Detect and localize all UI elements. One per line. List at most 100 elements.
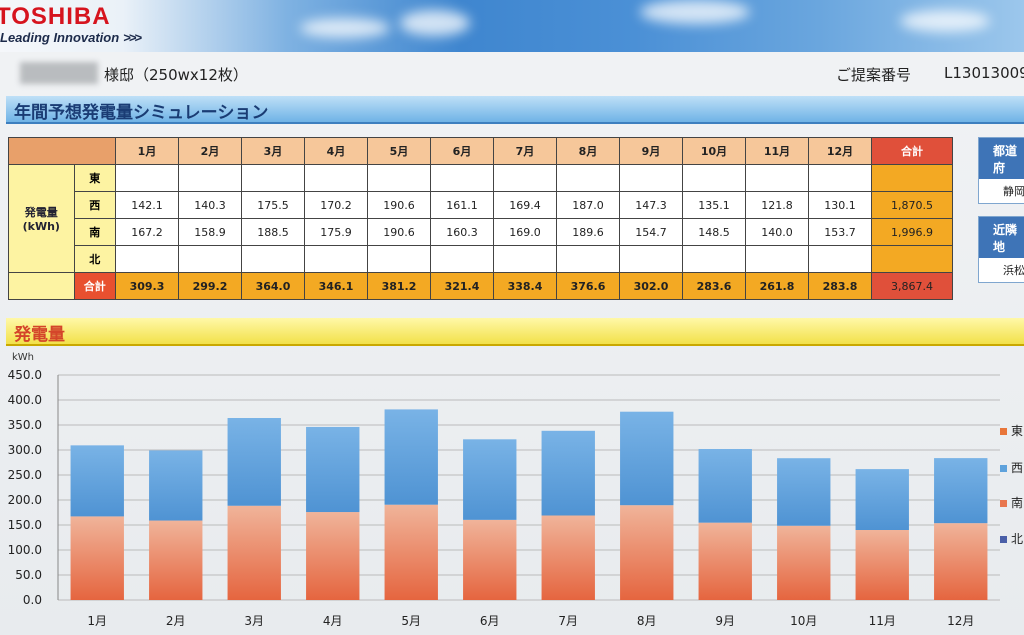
x-tick-label: 12月: [947, 614, 974, 628]
month-header: 3月: [241, 137, 305, 165]
bar-segment-west: [70, 445, 124, 517]
table-cell: [304, 164, 368, 192]
brand-logo: TOSHIBA: [0, 3, 111, 30]
cloud-decoration: [900, 10, 990, 32]
legend-item: 東: [1000, 422, 1023, 439]
table-row: 発電量 (kWh) 東: [8, 164, 953, 273]
y-tick-label: 450.0: [8, 368, 42, 382]
table-cell: 160.3: [430, 218, 494, 246]
bar-segment-south: [306, 512, 360, 600]
table-cell: [367, 164, 431, 192]
row-total: [871, 164, 953, 192]
table-cell: [682, 245, 746, 273]
sum-cell: 309.3: [115, 272, 179, 300]
bar-segment-south: [934, 523, 988, 600]
legend-item: 西: [1000, 459, 1023, 476]
table-cell: [808, 245, 872, 273]
generation-chart: 0.0 50.0 100.0 150.0 200.0 250.0 300.0 350.0 400…: [8, 352, 1000, 628]
table-cell: 190.6: [367, 191, 431, 219]
bar-segment-west: [306, 426, 360, 513]
direction-label: 東: [73, 164, 117, 192]
proposal-number-label: ご提案番号: [836, 66, 912, 84]
legend-label: 南: [1011, 496, 1024, 510]
table-cell: [682, 164, 746, 192]
bar-segment-south: [541, 515, 595, 600]
y-tick-label: 250.0: [8, 468, 42, 482]
total-header: 合計: [871, 137, 953, 165]
month-header: 6月: [430, 137, 494, 165]
legend-label: 西: [1011, 461, 1024, 475]
bar-segment-west: [227, 418, 281, 506]
table-cell: 158.9: [178, 218, 242, 246]
sum-cell: 321.4: [430, 272, 494, 300]
table-cell: 140.3: [178, 191, 242, 219]
table-cell: 154.7: [619, 218, 683, 246]
x-tick-label: 9月: [715, 614, 735, 628]
tagline-text: Leading Innovation: [0, 30, 120, 45]
x-tick-label: 4月: [323, 614, 343, 628]
table-cell: 147.3: [619, 191, 683, 219]
x-tick-label: 8月: [637, 614, 657, 628]
header-banner: TOSHIBA Leading Innovation >>>: [0, 0, 1024, 52]
table-cell: [493, 164, 557, 192]
row-unit-text: (kWh): [22, 220, 60, 233]
redacted-name: [20, 62, 98, 84]
table-cell: 169.0: [493, 218, 557, 246]
table-cell: [178, 164, 242, 192]
x-tick-label: 5月: [401, 614, 421, 628]
table-cell: 175.5: [241, 191, 305, 219]
legend-swatch-west: [1000, 465, 1007, 472]
table-row: 北: [9, 245, 953, 273]
bar-segment-west: [777, 458, 831, 526]
y-tick-label: 50.0: [15, 568, 42, 582]
cloud-decoration: [400, 10, 470, 36]
bar-segment-south: [698, 522, 752, 600]
nearby-area-title: 近隣地: [979, 217, 1024, 258]
month-header: 12月: [808, 137, 872, 165]
month-header: 5月: [367, 137, 431, 165]
sum-cell: 283.6: [682, 272, 746, 300]
bar-segment-south: [855, 530, 909, 600]
sum-cell: 338.4: [493, 272, 557, 300]
direction-label: 北: [73, 245, 117, 273]
legend-swatch-east: [1000, 428, 1007, 435]
legend-label: 東: [1011, 424, 1024, 438]
sum-cell: 299.2: [178, 272, 242, 300]
table-cell: 188.5: [241, 218, 305, 246]
grand-total: 3,867.4: [871, 272, 953, 300]
y-tick-label: 150.0: [8, 518, 42, 532]
table-cell: [556, 245, 620, 273]
simulation-table: 1月 2月 3月 4月 5月 6月 7月 8月 9月 10月 11月 12月 合…: [8, 137, 953, 300]
table-cell: [115, 164, 179, 192]
prefecture-value: 静岡: [1003, 185, 1024, 198]
bar-segment-south: [777, 525, 831, 600]
table-cell: [367, 245, 431, 273]
bar-segment-south: [463, 519, 517, 600]
month-header: 9月: [619, 137, 683, 165]
cloud-decoration: [300, 18, 390, 38]
bar-segment-south: [227, 505, 281, 600]
y-tick-label: 200.0: [8, 493, 42, 507]
table-corner: [8, 137, 116, 165]
bar-segment-west: [934, 458, 988, 524]
prefecture-box: 都道府 静岡: [978, 137, 1024, 204]
proposal-number: L130130090: [944, 64, 1024, 82]
table-row: 西 142.1 140.3 175.5 170.2 190.6 161.1 16…: [9, 191, 953, 219]
x-tick-label: 7月: [558, 614, 578, 628]
bar-segment-west: [463, 439, 517, 520]
section-title: 年間予想発電量シミュレーション: [14, 103, 269, 123]
sum-cell: 283.8: [808, 272, 872, 300]
table-cell: 121.8: [745, 191, 809, 219]
sum-label: 合計: [73, 272, 117, 300]
sum-row: 合計 309.3 299.2 364.0 346.1 381.2 321.4 3…: [8, 272, 953, 300]
month-header: 7月: [493, 137, 557, 165]
table-cell: 167.2: [115, 218, 179, 246]
month-header: 1月: [115, 137, 179, 165]
tagline-arrows: >>>: [123, 30, 142, 45]
y-tick-label: 400.0: [8, 393, 42, 407]
table-cell: 169.4: [493, 191, 557, 219]
brand-tagline: Leading Innovation >>>: [0, 30, 142, 45]
bar-segment-south: [70, 516, 124, 600]
table-cell: 140.0: [745, 218, 809, 246]
